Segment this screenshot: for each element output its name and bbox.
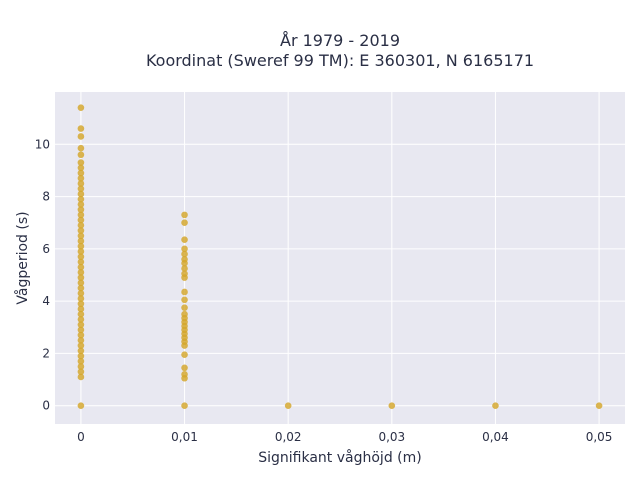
y-axis-label: Vågperiod (s) [14, 211, 31, 304]
data-point [181, 270, 188, 277]
data-point [181, 402, 188, 410]
data-point [77, 190, 85, 198]
data-point [284, 402, 292, 410]
data-point [181, 245, 188, 253]
y-tick-label: 0 [42, 399, 50, 413]
data-point [181, 288, 188, 296]
data-point [77, 337, 85, 344]
data-point [77, 227, 85, 234]
data-point [77, 279, 85, 287]
data-point [77, 180, 85, 187]
y-tick-label: 4 [42, 294, 50, 308]
data-point [181, 304, 188, 311]
data-point [77, 144, 85, 152]
data-point [77, 237, 85, 245]
data-point [181, 310, 188, 318]
y-tick-labels: 0 2 4 6 8 10 [35, 137, 50, 412]
data-point [77, 151, 85, 159]
data-point [77, 368, 85, 376]
data-point [77, 300, 85, 308]
data-point [77, 263, 85, 271]
y-tick-label: 8 [42, 190, 50, 204]
x-tick-label: 0,05 [586, 430, 613, 444]
data-point [77, 284, 85, 292]
data-point [77, 347, 85, 355]
data-point [77, 201, 85, 208]
data-point [77, 295, 85, 302]
data-point [77, 222, 85, 229]
data-point [77, 342, 85, 349]
data-point [77, 363, 85, 370]
x-tick-label: 0,03 [378, 430, 405, 444]
data-point [77, 253, 85, 260]
data-point [492, 402, 499, 410]
data-point [77, 357, 85, 365]
data-point [77, 211, 85, 219]
x-tick-label: 0 [77, 430, 85, 444]
data-point [595, 402, 603, 410]
data-point [181, 296, 188, 304]
data-point [77, 310, 85, 318]
data-point [77, 216, 85, 224]
data-point [77, 326, 85, 334]
data-point [77, 104, 85, 111]
x-tick-label: 0,04 [482, 430, 509, 444]
data-point [77, 174, 85, 182]
data-point [77, 321, 85, 328]
data-point [181, 364, 188, 372]
grid-lines [55, 92, 625, 424]
data-point [181, 236, 188, 244]
data-point [77, 169, 85, 177]
data-point [77, 248, 85, 255]
plot-area [55, 92, 625, 424]
data-point [77, 289, 85, 297]
data-point [77, 258, 85, 266]
data-point [77, 373, 85, 381]
data-point [77, 232, 85, 240]
data-point [77, 164, 85, 172]
chart-title: År 1979 - 2019 [280, 31, 400, 50]
data-point [77, 185, 85, 193]
data-point [77, 274, 85, 281]
y-tick-label: 2 [42, 346, 50, 360]
data-point [77, 159, 85, 166]
data-point [181, 219, 188, 227]
data-point [181, 256, 188, 263]
y-tick-label: 10 [35, 137, 50, 151]
data-point [181, 211, 188, 219]
x-tick-label: 0,02 [275, 430, 302, 444]
data-point [181, 265, 188, 272]
data-point [77, 331, 85, 339]
data-point [388, 402, 396, 410]
data-point [77, 352, 85, 360]
data-point [77, 195, 85, 203]
chart-subtitle: Koordinat (Sweref 99 TM): E 360301, N 61… [146, 51, 534, 70]
data-point [77, 269, 85, 276]
x-axis-label: Signifikant våghöjd (m) [258, 449, 421, 466]
x-tick-label: 0,01 [171, 430, 198, 444]
data-point [77, 402, 85, 410]
data-point [77, 242, 85, 250]
y-tick-label: 6 [42, 242, 50, 256]
data-point [77, 125, 85, 132]
data-point [77, 206, 85, 213]
data-points [77, 104, 603, 410]
data-point [181, 250, 188, 258]
data-point [77, 305, 85, 313]
data-point [77, 316, 85, 323]
data-point [181, 351, 188, 359]
data-point [77, 133, 85, 140]
data-point [181, 371, 188, 378]
x-tick-labels: 0 0,01 0,02 0,03 0,04 0,05 [77, 430, 612, 444]
